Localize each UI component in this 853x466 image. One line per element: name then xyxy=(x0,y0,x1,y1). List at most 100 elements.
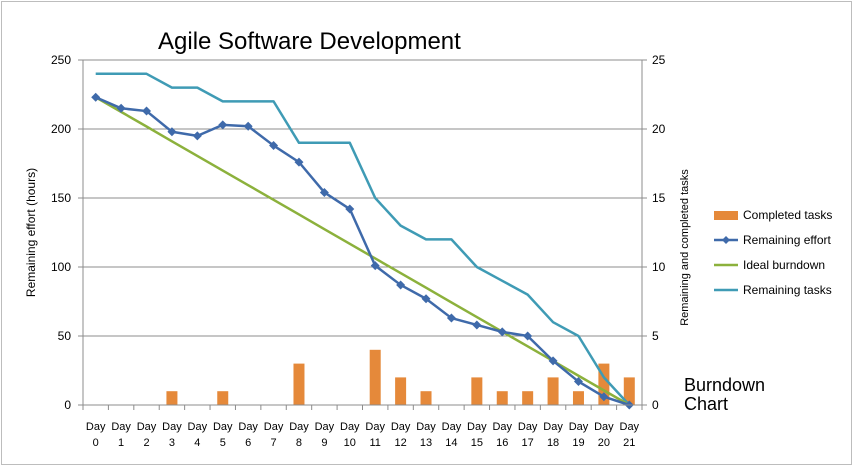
y-tick-label: 100 xyxy=(51,260,71,274)
x-tick-label-bottom: 5 xyxy=(220,437,226,449)
series-lines xyxy=(91,72,634,410)
remaining-effort-point xyxy=(218,120,228,130)
x-tick-label-bottom: 21 xyxy=(623,437,635,449)
y2-tick-label: 25 xyxy=(652,53,666,67)
remaining-effort-point xyxy=(294,157,304,167)
remaining-effort-point xyxy=(142,106,152,116)
x-tick-label-top: Day xyxy=(340,421,360,433)
x-tick-label-bottom: 8 xyxy=(296,437,302,449)
remaining-effort-point xyxy=(116,103,126,113)
legend-label: Remaining tasks xyxy=(743,283,832,297)
remaining-effort-point xyxy=(269,141,279,151)
remaining-effort-point xyxy=(91,92,101,102)
remaining-effort-point xyxy=(345,204,355,214)
x-tick-label-top: Day xyxy=(442,421,462,433)
x-tick-label-bottom: 7 xyxy=(271,437,277,449)
completed-tasks-bar xyxy=(395,377,407,405)
completed-tasks-bars xyxy=(166,349,635,405)
remaining-effort-point xyxy=(192,131,202,141)
x-tick-label-bottom: 2 xyxy=(143,437,149,449)
x-tick-label-bottom: 16 xyxy=(496,437,508,449)
completed-tasks-bar xyxy=(217,391,229,405)
x-tick-label-top: Day xyxy=(391,421,411,433)
y2-tick-label: 10 xyxy=(652,260,666,274)
remaining-effort-point xyxy=(243,121,253,131)
x-tick-label-top: Day xyxy=(264,421,284,433)
x-tick-label-bottom: 19 xyxy=(572,437,584,449)
legend-label: Completed tasks xyxy=(743,208,833,222)
gridlines xyxy=(83,59,642,337)
remaining-effort-point xyxy=(396,280,406,290)
x-tick-label-bottom: 18 xyxy=(547,437,559,449)
remaining-effort-point xyxy=(319,187,329,197)
tick-labels: 0 50 100 150 200 250 0 5 10 15 20 25 Day 0 Day 1 Day 2 Day… xyxy=(51,53,666,449)
x-tick-label-top: Day xyxy=(518,421,538,433)
legend-label: Remaining effort xyxy=(743,233,831,247)
x-tick-label-top: Day xyxy=(162,421,182,433)
x-tick-label-top: Day xyxy=(213,421,233,433)
y-tick-label: 0 xyxy=(64,398,71,412)
x-tick-label-top: Day xyxy=(467,421,487,433)
x-tick-label-top: Day xyxy=(289,421,309,433)
chart-title: Agile Software Development xyxy=(158,28,461,55)
remaining-effort-point xyxy=(523,331,533,341)
chart-caption: Burndown Chart xyxy=(684,376,765,414)
x-tick-label-top: Day xyxy=(594,421,614,433)
x-tick-label-top: Day xyxy=(365,421,385,433)
completed-tasks-bar xyxy=(598,363,610,405)
x-tick-label-bottom: 15 xyxy=(471,437,483,449)
caption-line: Burndown xyxy=(684,375,766,395)
legend-swatch-line-diamond xyxy=(714,236,738,244)
completed-tasks-bar xyxy=(522,391,534,405)
completed-tasks-bar xyxy=(369,349,381,405)
x-tick-label-top: Day xyxy=(492,421,512,433)
y2-tick-label: 20 xyxy=(652,122,666,136)
x-tick-label-top: Day xyxy=(238,421,258,433)
x-tick-label-bottom: 9 xyxy=(321,437,327,449)
x-tick-label-bottom: 0 xyxy=(93,437,99,449)
completed-tasks-bar xyxy=(166,391,178,405)
x-tick-label-bottom: 3 xyxy=(169,437,175,449)
remaining-effort-point xyxy=(472,320,482,330)
completed-tasks-bar xyxy=(623,377,635,405)
legend-swatch-line xyxy=(714,288,738,292)
y2-tick-label: 0 xyxy=(652,398,659,412)
completed-tasks-bar xyxy=(496,391,508,405)
axes xyxy=(78,59,647,410)
x-tick-label-bottom: 11 xyxy=(369,437,380,449)
legend-swatch-bar xyxy=(714,211,738,220)
remaining-effort-point xyxy=(599,392,609,402)
remaining-effort-point xyxy=(497,327,507,337)
x-tick-label-bottom: 13 xyxy=(420,437,432,449)
x-tick-label-top: Day xyxy=(416,421,436,433)
x-tick-label-bottom: 4 xyxy=(194,437,200,449)
x-tick-label-bottom: 14 xyxy=(445,437,457,449)
x-tick-label-top: Day xyxy=(569,421,589,433)
remaining-effort-point xyxy=(446,313,456,323)
y-tick-label: 150 xyxy=(51,191,71,205)
y2-tick-label: 5 xyxy=(652,329,659,343)
ideal-burndown-line xyxy=(95,96,630,407)
remaining-effort-point xyxy=(573,377,583,387)
completed-tasks-bar xyxy=(293,363,305,405)
remaining-effort-point xyxy=(370,261,380,271)
x-tick-label-top: Day xyxy=(86,421,106,433)
legend-swatch-line xyxy=(714,263,738,267)
x-tick-label-top: Day xyxy=(543,421,563,433)
x-tick-label-top: Day xyxy=(620,421,640,433)
completed-tasks-bar xyxy=(547,377,559,405)
x-tick-label-bottom: 20 xyxy=(598,437,610,449)
x-tick-label-top: Day xyxy=(315,421,335,433)
x-tick-label-bottom: 6 xyxy=(245,437,251,449)
y-tick-label: 200 xyxy=(51,122,71,136)
x-tick-label-top: Day xyxy=(137,421,157,433)
remaining-effort-point xyxy=(421,294,431,304)
remaining-tasks-line xyxy=(95,72,631,406)
completed-tasks-bar xyxy=(471,377,483,405)
y-axis-title: Remaining effort (hours) xyxy=(24,168,38,297)
x-tick-label-bottom: 1 xyxy=(118,437,124,449)
x-tick-label-bottom: 12 xyxy=(394,437,406,449)
y2-axis-title: Remaining and completed tasks xyxy=(679,169,691,326)
